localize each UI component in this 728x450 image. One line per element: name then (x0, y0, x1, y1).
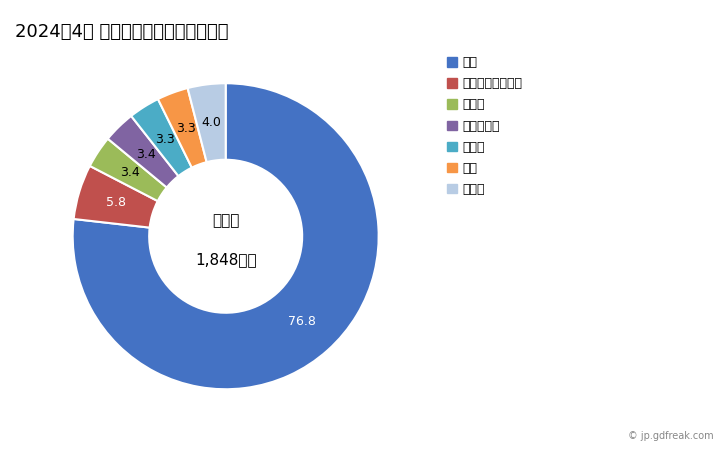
Wedge shape (188, 83, 226, 162)
Text: 1,848万円: 1,848万円 (195, 252, 256, 267)
Text: 4.0: 4.0 (202, 116, 221, 129)
Text: 3.3: 3.3 (154, 133, 175, 146)
Wedge shape (131, 99, 191, 176)
Text: © jp.gdfreak.com: © jp.gdfreak.com (628, 431, 713, 441)
Text: 総　額: 総 額 (212, 213, 240, 229)
Text: 76.8: 76.8 (288, 315, 316, 328)
Wedge shape (108, 116, 178, 188)
Text: 2024年4月 輸出相手国のシェア（％）: 2024年4月 輸出相手国のシェア（％） (15, 22, 228, 40)
Wedge shape (158, 88, 207, 168)
Wedge shape (90, 139, 167, 201)
Wedge shape (74, 166, 158, 228)
Text: 3.4: 3.4 (120, 166, 140, 180)
Text: 5.8: 5.8 (106, 196, 126, 209)
Legend: 米国, アラブ首長国連邦, ペルー, マレーシア, トルコ, タイ, その他: 米国, アラブ首長国連邦, ペルー, マレーシア, トルコ, タイ, その他 (443, 51, 527, 201)
Text: 3.3: 3.3 (176, 122, 196, 135)
Text: 3.4: 3.4 (135, 148, 156, 161)
Wedge shape (73, 83, 379, 389)
